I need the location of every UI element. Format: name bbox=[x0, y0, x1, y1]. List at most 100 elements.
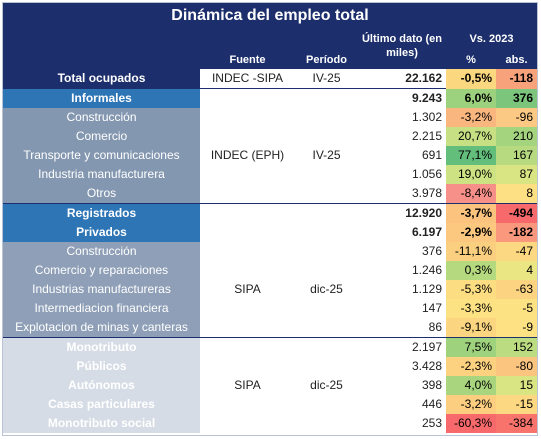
row-value: 691 bbox=[358, 146, 446, 165]
row-label: Comercio y reparaciones bbox=[3, 261, 200, 280]
row-abs: 87 bbox=[496, 165, 537, 184]
row-value: 22.162 bbox=[358, 69, 446, 89]
row-pct: -8,4% bbox=[446, 184, 496, 204]
row-value: 1.056 bbox=[358, 165, 446, 184]
row-abs: -9 bbox=[496, 318, 537, 338]
row-label: Industrias manufactureras bbox=[3, 280, 200, 299]
row-abs: 152 bbox=[496, 337, 537, 357]
header-vs: Vs. 2023 bbox=[469, 33, 514, 45]
table-row: Informales 9.243 6,0% 376 bbox=[3, 88, 537, 108]
row-abs: -96 bbox=[496, 108, 537, 127]
row-abs: 210 bbox=[496, 127, 537, 146]
row-label: Otros bbox=[3, 184, 200, 204]
row-abs: -494 bbox=[496, 203, 537, 223]
group-periodo: dic-25 bbox=[295, 337, 358, 433]
header-abs: abs. bbox=[505, 54, 528, 66]
header-ultimo-dato: Último dato (en miles) bbox=[361, 33, 443, 59]
row-value: 1.129 bbox=[358, 280, 446, 299]
group-fuente: SIPA bbox=[200, 242, 295, 338]
row-value: 3.428 bbox=[358, 357, 446, 376]
row-label: Construcción bbox=[3, 242, 200, 261]
row-abs: -63 bbox=[496, 280, 537, 299]
table-row: Industrias manufactureras 1.129 -5,3% -6… bbox=[3, 280, 537, 299]
row-value: 147 bbox=[358, 299, 446, 318]
row-pct: 77,1% bbox=[446, 146, 496, 165]
row-abs: 376 bbox=[496, 88, 537, 108]
row-label: Registrados bbox=[3, 203, 200, 223]
group-periodo: dic-25 bbox=[295, 242, 358, 338]
table-row: Intermediacion financiera 147 -3,3% -5 bbox=[3, 299, 537, 318]
row-value: 2.197 bbox=[358, 337, 446, 357]
row-pct: 7,5% bbox=[446, 337, 496, 357]
row-abs: -5 bbox=[496, 299, 537, 318]
row-value: 1.246 bbox=[358, 261, 446, 280]
header-pct: % bbox=[466, 54, 476, 66]
row-abs: -182 bbox=[496, 223, 537, 242]
data-grid: Total ocupados INDEC -SIPA IV-25 22.162 … bbox=[3, 69, 537, 433]
table-row: Total ocupados INDEC -SIPA IV-25 22.162 … bbox=[3, 69, 537, 89]
row-pct: 20,7% bbox=[446, 127, 496, 146]
table-title: Dinámica del empleo total bbox=[171, 7, 369, 24]
row-pct: -60,3% bbox=[446, 414, 496, 433]
row-value: 3.978 bbox=[358, 184, 446, 204]
table-row: Autónomos 398 4,0% 15 bbox=[3, 376, 537, 395]
row-value: 1.302 bbox=[358, 108, 446, 127]
row-pct: -2,9% bbox=[446, 223, 496, 242]
group-fuente: SIPA bbox=[200, 337, 295, 433]
row-label: Comercio bbox=[3, 127, 200, 146]
employment-table: Dinámica del empleo total Fuente Período… bbox=[2, 2, 538, 436]
table-row: Comercio 2.215 20,7% 210 bbox=[3, 127, 537, 146]
table-row: Construcción SIPA dic-25 376 -11,1% -47 bbox=[3, 242, 537, 338]
row-pct: -3,3% bbox=[446, 299, 496, 318]
row-label: Informales bbox=[3, 88, 200, 108]
row-pct: -9,1% bbox=[446, 318, 496, 338]
row-value: 12.920 bbox=[358, 203, 446, 223]
row-abs: 167 bbox=[496, 146, 537, 165]
row-abs: 4 bbox=[496, 261, 537, 280]
row-label: Intermediacion financiera bbox=[3, 299, 200, 318]
row-value: 446 bbox=[358, 395, 446, 414]
row-value: 253 bbox=[358, 414, 446, 433]
row-periodo: IV-25 bbox=[295, 69, 358, 89]
row-value: 376 bbox=[358, 242, 446, 261]
table-row: Industria manufacturera 1.056 19,0% 87 bbox=[3, 165, 537, 184]
row-pct: 4,0% bbox=[446, 376, 496, 395]
table-row: Casas particulares 446 -3,2% -15 bbox=[3, 395, 537, 414]
row-label: Total ocupados bbox=[3, 69, 200, 89]
table-header: Dinámica del empleo total Fuente Período… bbox=[3, 3, 537, 69]
row-pct: 19,0% bbox=[446, 165, 496, 184]
row-value: 9.243 bbox=[358, 88, 446, 108]
table-row: Transporte y comunicaciones 691 77,1% 16… bbox=[3, 146, 537, 165]
row-pct: -2,3% bbox=[446, 357, 496, 376]
row-abs: 15 bbox=[496, 376, 537, 395]
row-pct: 6,0% bbox=[446, 88, 496, 108]
group-fuente: INDEC (EPH) bbox=[200, 108, 295, 204]
row-label: Industria manufacturera bbox=[3, 165, 200, 184]
row-abs: -118 bbox=[496, 69, 537, 89]
table-row: Públicos 3.428 -2,3% -80 bbox=[3, 357, 537, 376]
row-value: 2.215 bbox=[358, 127, 446, 146]
table-row: Explotacion de minas y canteras 86 -9,1%… bbox=[3, 318, 537, 338]
row-label: Explotacion de minas y canteras bbox=[3, 318, 200, 338]
table-row: Monotributo social 253 -60,3% -384 bbox=[3, 414, 537, 433]
table-row: Otros 3.978 -8,4% 8 bbox=[3, 184, 537, 204]
table-row: Construcción INDEC (EPH) IV-25 1.302 -3,… bbox=[3, 108, 537, 204]
row-label: Monotributo bbox=[3, 337, 200, 357]
row-label: Públicos bbox=[3, 357, 200, 376]
row-label: Transporte y comunicaciones bbox=[3, 146, 200, 165]
row-pct: -3,2% bbox=[446, 108, 496, 127]
row-pct: -3,7% bbox=[446, 203, 496, 223]
row-pct: -0,5% bbox=[446, 69, 496, 89]
row-value: 6.197 bbox=[358, 223, 446, 242]
table-row: Registrados 12.920 -3,7% -494 bbox=[3, 203, 537, 223]
row-abs: 8 bbox=[496, 184, 537, 204]
row-pct: 0,3% bbox=[446, 261, 496, 280]
group-periodo: IV-25 bbox=[295, 108, 358, 204]
row-label: Construcción bbox=[3, 108, 200, 127]
row-value: 86 bbox=[358, 318, 446, 338]
header-periodo: Período bbox=[306, 54, 347, 66]
row-abs: -80 bbox=[496, 357, 537, 376]
row-pct: -5,3% bbox=[446, 280, 496, 299]
row-abs: -15 bbox=[496, 395, 537, 414]
row-label: Monotributo social bbox=[3, 414, 200, 433]
